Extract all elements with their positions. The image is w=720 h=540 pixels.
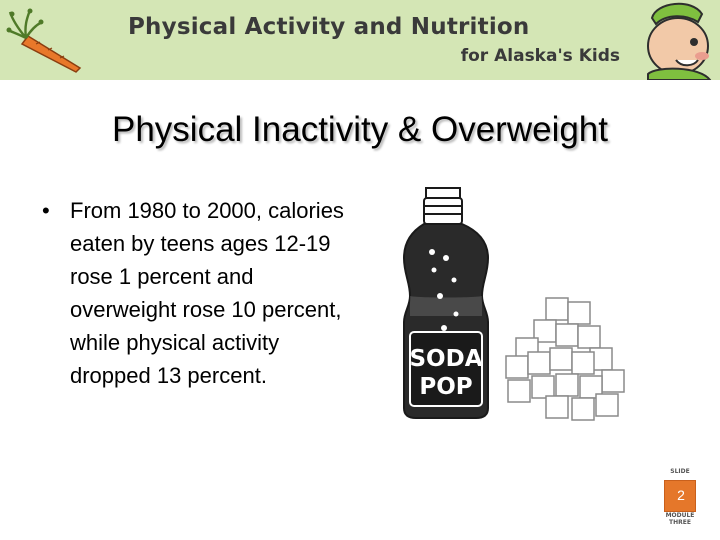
bullet-marker: • bbox=[42, 198, 50, 223]
brand-title: Physical Activity and Nutrition bbox=[128, 14, 530, 40]
badge-module-line2: THREE bbox=[669, 519, 691, 526]
badge-module-label: MODULE THREE bbox=[660, 512, 700, 526]
sugar-cubes-icon bbox=[505, 297, 625, 421]
slide-number: 2 bbox=[677, 487, 685, 503]
badge-box: 2 bbox=[664, 480, 696, 512]
header-band: Physical Activity and Nutrition for Alas… bbox=[0, 0, 720, 80]
slide-number-badge: SLIDE 2 MODULE THREE bbox=[660, 468, 700, 526]
bullet-list: • From 1980 to 2000, calories eaten by t… bbox=[40, 194, 360, 392]
brand-subtitle: for Alaska's Kids bbox=[460, 46, 620, 66]
bullet-item: • From 1980 to 2000, calories eaten by t… bbox=[40, 194, 360, 392]
soda-sugar-illustration: SODA POP bbox=[402, 187, 625, 421]
badge-slide-label: SLIDE bbox=[670, 468, 690, 475]
carrot-icon bbox=[6, 8, 82, 73]
bullet-text: From 1980 to 2000, calories eaten by tee… bbox=[70, 198, 344, 388]
badge-module-line1: MODULE bbox=[665, 512, 695, 519]
bottle-label-line1: SODA bbox=[409, 346, 482, 372]
kid-mascot-icon bbox=[647, 2, 712, 80]
soda-bottle-icon: SODA POP bbox=[402, 187, 490, 419]
slide-title: Physical Inactivity & Overweight bbox=[111, 110, 608, 149]
bottle-label-line2: POP bbox=[419, 374, 472, 400]
